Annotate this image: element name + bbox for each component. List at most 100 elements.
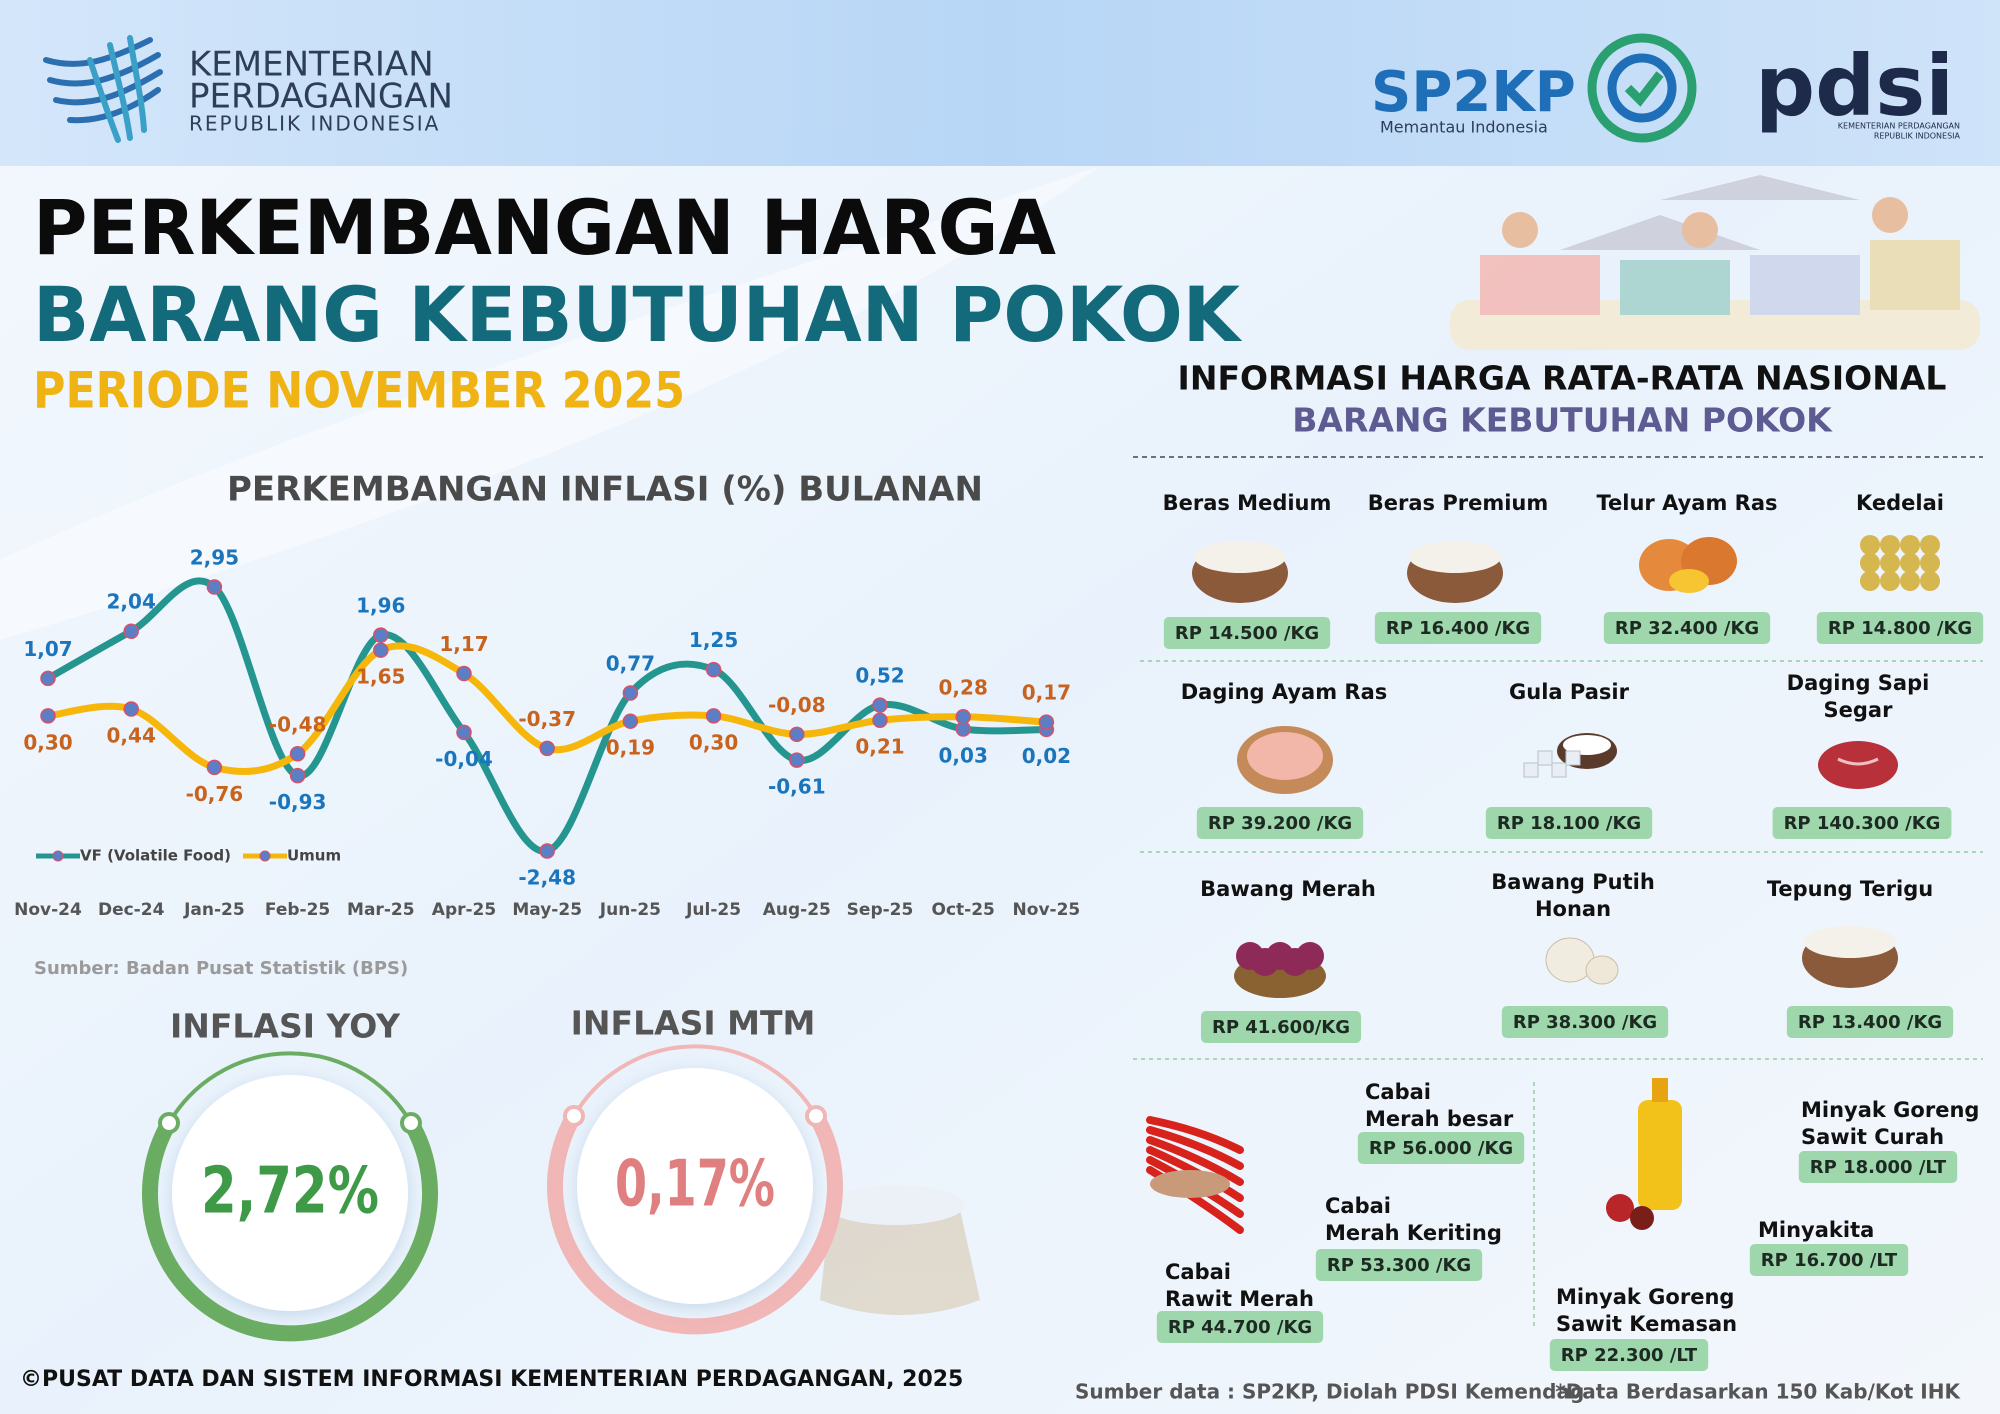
icon-shape — [1146, 1136, 1244, 1186]
line-chart: Nov-24 Dec-24 Jan-25 Feb-25 Mar-25 Apr-25 May-… — [14, 546, 1080, 921]
data-label: -0,93 — [269, 790, 327, 814]
item-illustration — [1523, 733, 1617, 778]
data-point — [40, 708, 56, 724]
icon-shape — [1585, 955, 1619, 985]
x-tick-label: Sep-25 — [847, 900, 914, 920]
org-name: KEMENTERIAN — [189, 45, 434, 85]
price-pill — [1603, 612, 1771, 644]
legend-marker — [52, 850, 64, 862]
icon-shape — [1804, 926, 1896, 958]
data-label: 1,07 — [23, 637, 72, 661]
data-label: -0,48 — [269, 712, 327, 736]
kemendag-logo — [43, 35, 163, 143]
item-name: Kedelai — [1856, 491, 1944, 515]
item-illustration — [1237, 726, 1333, 794]
data-label: 0,28 — [939, 675, 988, 699]
icon-shape — [1880, 571, 1900, 591]
data-label: 0,19 — [606, 736, 655, 760]
data-point — [789, 752, 805, 768]
price-pill — [1156, 1311, 1324, 1343]
data-label: 0,52 — [855, 664, 904, 688]
item-name: Merah Keriting — [1325, 1221, 1502, 1245]
price-pill — [1357, 1132, 1525, 1164]
icon-shape — [1523, 762, 1539, 778]
data-label: 2,04 — [107, 590, 156, 614]
item-illustration — [1606, 1078, 1682, 1230]
data-point — [872, 712, 888, 728]
icon-shape — [1900, 535, 1920, 555]
x-tick-label: Nov-24 — [14, 900, 82, 920]
sp2kp-logo-mark — [1587, 33, 1697, 143]
item-name: Minyak Goreng — [1556, 1285, 1734, 1309]
panel-title: INFORMASI HARGA RATA-RATA NASIONAL — [1178, 359, 1947, 398]
x-tick-label: Apr-25 — [432, 900, 496, 920]
data-point — [456, 724, 472, 741]
item-price: RP 16.400 /KG — [1386, 618, 1530, 639]
decor-wave — [0, 166, 1100, 640]
item-name: Cabai — [1365, 1080, 1431, 1104]
price-pill — [1200, 1011, 1362, 1043]
x-tick-label: May-25 — [512, 900, 582, 920]
item-price: RP 38.300 /KG — [1513, 1012, 1657, 1033]
price-pill — [1798, 1151, 1958, 1183]
chart-source: Sumber: Badan Pusat Statistik (BPS) — [34, 958, 408, 979]
data-label: -0,04 — [435, 747, 493, 771]
data-point — [872, 697, 888, 713]
icon-shape — [1920, 553, 1940, 573]
data-point — [705, 708, 722, 724]
item-price: RP 39.200 /KG — [1208, 813, 1352, 834]
pdsi-logo-text: pdsi — [1755, 37, 1954, 135]
price-pill — [1549, 1339, 1709, 1371]
data-point — [622, 685, 639, 701]
icon-shape — [1880, 553, 1900, 573]
data-point — [539, 740, 555, 757]
price-list: Beras Medium RP 14.500 /KG Beras Premium RP… — [1146, 491, 1984, 1371]
item-name: Merah besar — [1365, 1107, 1514, 1131]
item-name: Minyak Goreng — [1801, 1098, 1979, 1122]
x-tick-label: Feb-25 — [265, 900, 330, 920]
chart-title: PERKEMBANGAN INFLASI (%) BULANAN — [227, 470, 983, 510]
item-name: Cabai — [1325, 1194, 1391, 1218]
x-tick-label: Mar-25 — [347, 900, 415, 920]
data-label: -0,76 — [186, 782, 244, 806]
item-name: Sawit Curah — [1801, 1125, 1944, 1149]
data-point — [789, 726, 805, 743]
icon-shape — [1247, 732, 1323, 780]
data-point — [289, 746, 306, 762]
data-point — [123, 701, 139, 717]
item-price: RP 140.300 /KG — [1784, 813, 1941, 834]
item-price: RP 44.700 /KG — [1168, 1317, 1312, 1338]
data-label: 0,44 — [107, 724, 156, 748]
item-name: Sawit Kemasan — [1556, 1312, 1737, 1336]
item-price: RP 13.400 /KG — [1798, 1012, 1942, 1033]
sp2kp-tagline: Memantau Indonesia — [1380, 118, 1548, 137]
x-tick-label: Jan-25 — [183, 900, 245, 920]
item-price: RP 16.700 /LT — [1761, 1250, 1898, 1271]
data-label: 0,30 — [23, 730, 72, 754]
icon-shape — [1296, 942, 1324, 970]
item-name: Daging Ayam Ras — [1181, 680, 1388, 704]
data-label: 0,21 — [855, 735, 904, 759]
data-label: -2,48 — [518, 866, 576, 890]
decor-rice-sack — [820, 1185, 980, 1315]
icon-shape — [1551, 762, 1567, 778]
pdsi-subtitle: REPUBLIK INDONESIA — [1874, 132, 1961, 141]
gauge-value: 0,17% — [615, 1148, 775, 1222]
item-name: Daging Sapi — [1787, 671, 1930, 695]
item-price: RP 41.600/KG — [1212, 1017, 1350, 1038]
data-point — [289, 767, 306, 784]
icon-shape — [1860, 535, 1880, 555]
data-point — [373, 627, 389, 643]
item-illustration — [1818, 741, 1898, 789]
data-point — [206, 579, 223, 595]
item-name: Tepung Terigu — [1767, 877, 1933, 901]
item-name: Telur Ayam Ras — [1597, 491, 1778, 515]
data-label: 2,95 — [190, 546, 239, 570]
item-illustration — [1545, 937, 1619, 985]
item-name: Minyakita — [1758, 1218, 1874, 1242]
gauge-yoy — [142, 1051, 438, 1342]
icon-shape — [1409, 541, 1501, 573]
footer-source: Sumber data : SP2KP, Diolah PDSI Kemenda… — [1075, 1380, 1584, 1404]
item-price: RP 14.500 /KG — [1175, 623, 1319, 644]
